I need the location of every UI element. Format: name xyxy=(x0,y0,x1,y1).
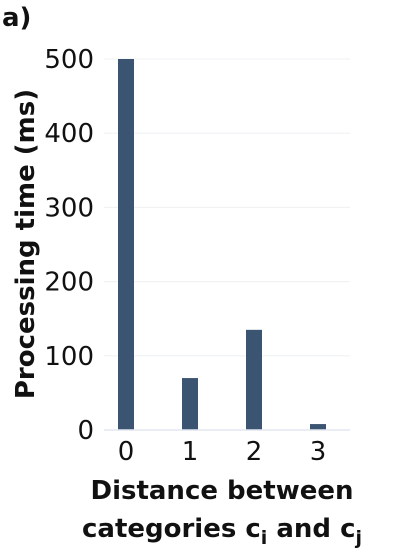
x-axis-title-mid: and c xyxy=(267,514,355,544)
y-tick-label: 400 xyxy=(44,119,94,149)
x-tick-label: 0 xyxy=(118,437,135,467)
grid-lines xyxy=(104,58,350,357)
x-tick-labels: 0 1 2 3 xyxy=(118,437,327,467)
x-tick-label: 2 xyxy=(246,437,263,467)
y-tick-label: 200 xyxy=(44,268,94,298)
bar-0 xyxy=(118,59,134,430)
x-axis-title-prefix: categories c xyxy=(82,514,261,544)
y-axis-title: Processing time (ms) xyxy=(11,89,41,399)
y-tick-label: 500 xyxy=(44,45,94,75)
y-tick-label: 0 xyxy=(77,416,94,446)
x-tick-label: 1 xyxy=(182,437,199,467)
panel-label: a) xyxy=(2,3,31,33)
bar-1 xyxy=(182,378,198,430)
bar-3 xyxy=(310,424,326,430)
bar-2 xyxy=(246,329,262,430)
y-tick-labels: 0 100 200 300 400 500 xyxy=(44,45,94,446)
x-tick-label: 3 xyxy=(310,437,327,467)
bars xyxy=(118,59,326,430)
x-axis-title-line2: categories ci and cj xyxy=(82,514,362,549)
x-axis-title-sub-i: i xyxy=(261,527,268,549)
y-tick-label: 300 xyxy=(44,193,94,223)
x-axis-title-sub-j: j xyxy=(355,527,363,549)
x-axis-title-line1: Distance between xyxy=(90,476,353,506)
y-tick-label: 100 xyxy=(44,342,94,372)
